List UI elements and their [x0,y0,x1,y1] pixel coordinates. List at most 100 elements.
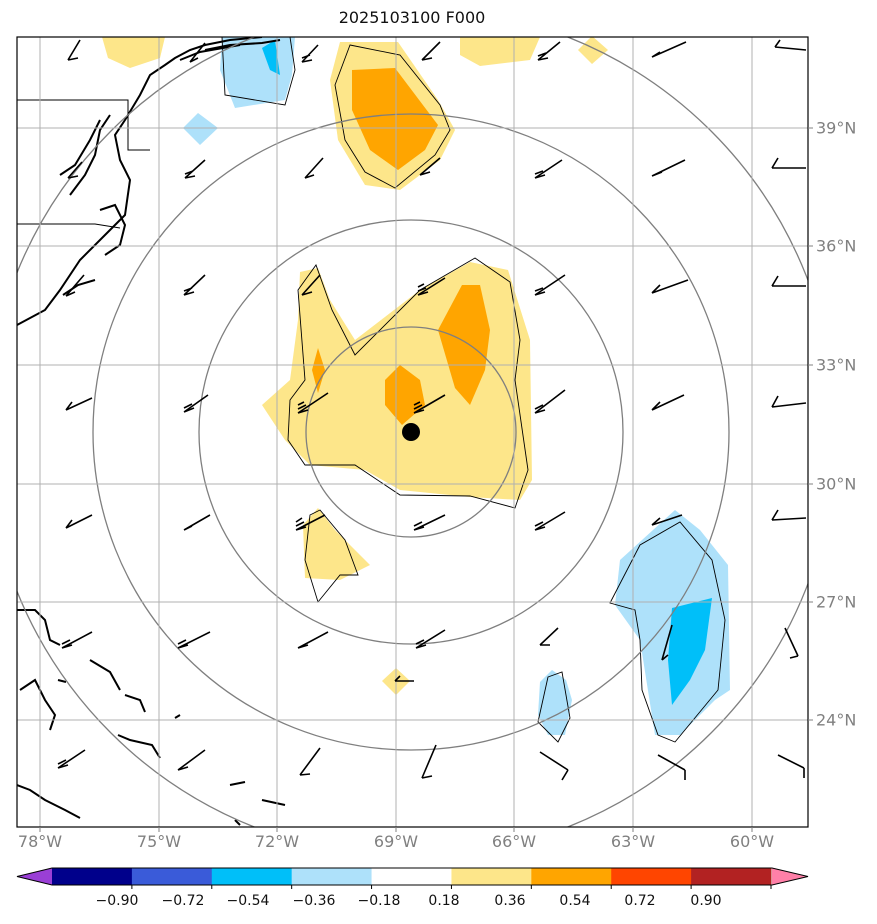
positive-anomaly-region [438,285,490,405]
wind-barb [415,629,446,649]
wind-barb [183,394,209,413]
lon-label: 69°W [373,832,419,851]
anomaly-fills [102,37,730,735]
wind-barb [183,274,206,296]
wind-barb [413,394,446,414]
wind-barb [771,157,806,169]
positive-anomaly-region [312,348,325,393]
lon-label: 72°W [254,832,300,851]
wind-barb [771,395,807,408]
wind-barb [183,514,211,531]
lat-label: 33°N [816,355,857,375]
colorbar-segment [691,868,772,885]
wind-barb [184,159,206,179]
colorbar-tick-label: 0.18 [428,893,460,909]
colorbar-segment [211,868,293,885]
wind-barb [419,157,441,176]
wind-barb [189,42,206,63]
wind-barb [304,157,324,179]
colorbar-tick-label: 0.72 [624,893,656,909]
negative-anomaly-region [262,40,280,75]
colorbar-tick-label: 0.90 [690,893,722,909]
wind-barb [774,39,807,51]
wind-barb [784,627,799,659]
colorbar-segment [531,868,612,885]
wind-barb [537,41,561,61]
wind-barb [651,394,685,411]
wind-barb [413,514,446,531]
lat-label: 30°N [816,474,857,494]
wind-barb [301,44,319,63]
wind-barb [534,511,566,531]
wind-barb [297,631,329,649]
colorbar-segment [131,868,213,885]
wind-barb [657,754,686,780]
wind-barb [65,397,93,411]
wind-barb [394,675,414,682]
wind-barb [67,39,81,61]
wind-barb [771,509,807,521]
map-title: 2025103100 F000 [338,8,486,27]
negative-anomaly-region [668,598,712,705]
wind-barb [417,277,446,296]
negative-anomaly-region [220,37,295,108]
wind-barb [534,389,566,414]
wind-barb [771,275,806,287]
map-area [17,37,808,827]
contour-lines [221,37,726,743]
colorbar [16,867,809,889]
colorbar-segment [611,868,692,885]
graticule [17,37,808,827]
lon-label: 75°W [136,832,182,851]
wind-barb [534,159,563,179]
wind-barb [651,279,689,294]
wind-barb [539,751,569,781]
positive-anomaly-region [303,508,370,580]
colorbar-segment [17,868,52,885]
colorbar-tick-label: 0.54 [559,893,591,909]
colorbar-tick-label: −0.18 [357,893,401,909]
coastlines [17,37,286,826]
state-borders [17,99,150,229]
colorbar-segment [371,868,452,885]
lon-label: 63°W [610,832,656,851]
colorbar-tick-label: −0.90 [95,893,139,909]
lon-label: 60°W [729,832,775,851]
wind-barb [299,747,321,776]
wind-barb [651,41,687,58]
lat-label: 27°N [816,592,857,612]
wind-barb [177,631,211,649]
wind-barb [661,624,673,661]
wind-barb [421,41,441,61]
positive-anomaly-region [385,365,425,425]
wind-barb [297,392,329,414]
axis-ticks [39,127,813,832]
wind-barb [67,161,83,179]
colorbar-tick-label: −0.72 [161,893,205,909]
map-frame [16,36,809,828]
lat-label: 24°N [816,710,857,730]
wind-barbs [57,39,807,781]
wind-barb [651,159,686,177]
wind-barb [177,749,206,771]
colorbar-tick-label: −0.36 [292,893,336,909]
lon-label: 66°W [491,832,537,851]
lat-label: 36°N [816,236,857,256]
wind-barb [65,514,93,529]
positive-anomaly-region [578,37,608,64]
wind-barb [651,514,683,526]
wind-barb [301,274,321,296]
colorbar-segment [52,868,133,885]
negative-anomaly-region [183,113,218,145]
wind-barb [534,274,566,296]
positive-anomaly-region [102,37,165,68]
positive-anomaly-region [460,37,540,66]
negative-anomaly-region [538,670,572,735]
colorbar-tick-label: −0.54 [226,893,270,909]
storm-center-marker [402,423,420,441]
colorbar-outline [16,867,809,886]
range-rings [17,37,808,827]
wind-barb [421,744,437,779]
wind-barb [539,627,559,646]
